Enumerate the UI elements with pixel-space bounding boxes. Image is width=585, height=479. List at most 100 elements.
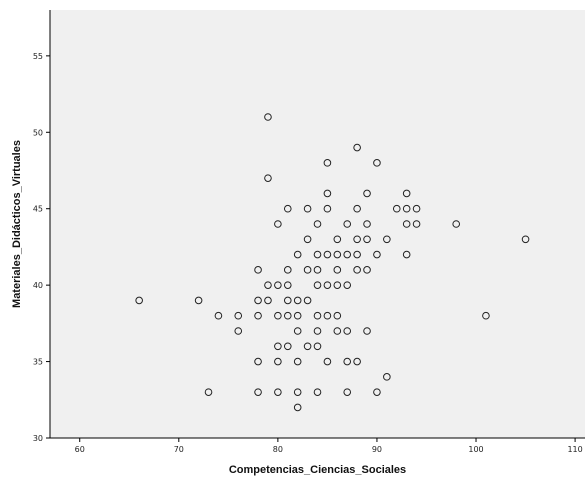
data-point xyxy=(343,388,352,396)
data-point xyxy=(313,311,322,320)
data-point xyxy=(283,296,292,305)
y-tick-label: 55 xyxy=(33,52,43,61)
data-point xyxy=(293,311,302,320)
data-point xyxy=(293,296,302,305)
data-point xyxy=(363,327,371,335)
data-point xyxy=(303,296,312,305)
x-tick-label: 100 xyxy=(468,445,483,454)
data-point xyxy=(323,189,332,198)
data-point xyxy=(333,327,342,335)
data-point xyxy=(353,250,361,259)
data-point xyxy=(135,296,143,305)
data-point xyxy=(363,266,371,274)
data-point xyxy=(363,189,371,198)
data-point xyxy=(412,204,421,213)
data-point xyxy=(274,388,282,396)
data-point xyxy=(402,204,411,213)
data-point xyxy=(323,311,332,320)
data-point xyxy=(264,174,272,182)
data-point xyxy=(303,204,312,213)
y-tick-label: 45 xyxy=(33,205,43,214)
y-axis: 30 35 40 45 50 55 xyxy=(33,10,51,443)
data-point xyxy=(412,220,421,228)
data-point xyxy=(452,220,461,228)
data-point xyxy=(313,281,322,289)
data-point xyxy=(343,250,352,259)
data-point xyxy=(204,388,213,396)
data-point xyxy=(264,296,272,305)
data-point xyxy=(482,311,490,320)
data-point xyxy=(194,296,203,305)
data-point xyxy=(254,296,262,305)
data-point xyxy=(303,266,312,274)
data-point xyxy=(283,311,292,320)
data-point xyxy=(323,357,332,366)
data-point xyxy=(323,250,332,259)
data-point xyxy=(373,159,381,167)
y-tick-label: 35 xyxy=(33,358,43,367)
data-point xyxy=(353,204,361,213)
data-point xyxy=(254,388,262,396)
x-tick-label: 70 xyxy=(174,445,184,454)
data-point xyxy=(343,220,352,228)
data-point xyxy=(313,388,322,396)
data-point xyxy=(333,311,342,320)
data-point xyxy=(254,266,262,274)
data-point xyxy=(274,311,282,320)
data-point xyxy=(323,281,332,289)
data-point xyxy=(283,266,292,274)
data-point xyxy=(274,342,282,351)
data-point xyxy=(293,357,302,366)
data-point xyxy=(303,235,312,244)
data-point xyxy=(353,235,361,244)
data-point xyxy=(333,266,342,274)
data-point xyxy=(402,220,411,228)
data-point xyxy=(274,220,282,228)
x-tick-label: 80 xyxy=(273,445,283,454)
data-point xyxy=(293,388,302,396)
y-axis-title: Materiales_Didácticos_Virtuales xyxy=(11,140,23,308)
data-point xyxy=(521,235,530,244)
plot-area xyxy=(50,10,585,438)
data-point xyxy=(373,388,381,396)
data-point xyxy=(283,342,292,351)
data-point xyxy=(383,373,391,381)
data-point xyxy=(383,235,391,244)
data-point xyxy=(293,327,302,335)
data-point xyxy=(343,357,352,366)
data-point xyxy=(343,327,352,335)
data-point xyxy=(234,311,243,320)
data-point xyxy=(323,204,332,213)
x-axis-title: Competencias_Ciencias_Sociales xyxy=(229,464,406,476)
data-point xyxy=(234,327,243,335)
data-point xyxy=(264,281,272,289)
data-points xyxy=(135,113,530,412)
data-point xyxy=(214,311,223,320)
y-tick-label: 30 xyxy=(33,434,43,443)
data-point xyxy=(274,281,282,289)
x-axis: 60 70 80 90 100 110 xyxy=(50,437,585,454)
data-point xyxy=(313,250,322,259)
data-point xyxy=(283,204,292,213)
data-point xyxy=(402,189,411,198)
data-point xyxy=(254,311,262,320)
data-point xyxy=(333,250,342,259)
data-point xyxy=(303,342,312,351)
data-point xyxy=(353,266,361,274)
data-point xyxy=(353,143,361,152)
data-point xyxy=(274,357,282,366)
data-point xyxy=(293,403,302,412)
data-point xyxy=(373,250,381,259)
data-point xyxy=(264,113,272,121)
data-point xyxy=(392,204,401,213)
data-point xyxy=(283,281,292,289)
data-point xyxy=(313,327,322,335)
y-tick-label: 50 xyxy=(33,128,43,137)
data-point xyxy=(363,235,371,244)
data-point xyxy=(313,220,322,228)
data-point xyxy=(343,281,352,289)
data-point xyxy=(402,250,411,259)
data-point xyxy=(323,159,332,167)
y-tick-label: 40 xyxy=(33,281,43,290)
